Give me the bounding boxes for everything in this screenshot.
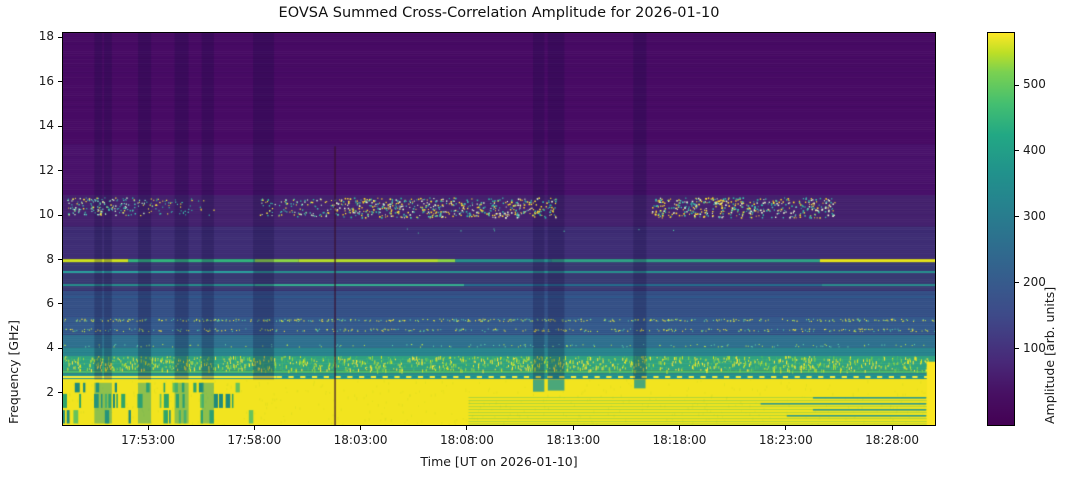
y-tick-label: 10 xyxy=(38,207,54,222)
y-tick-mark xyxy=(58,170,62,172)
plot-title: EOVSA Summed Cross-Correlation Amplitude… xyxy=(278,5,720,21)
y-axis-label: Frequency [GHz] xyxy=(6,320,21,424)
x-tick-label: 18:28:00 xyxy=(865,433,920,447)
x-tick-label: 17:53:00 xyxy=(121,433,175,447)
y-tick-mark xyxy=(58,214,62,216)
y-tick-mark xyxy=(58,259,62,261)
y-tick-label: 6 xyxy=(46,295,54,310)
colorbar-tick-mark xyxy=(1015,216,1019,218)
x-tick-mark xyxy=(679,426,680,430)
y-tick-mark xyxy=(58,303,62,305)
x-tick-mark xyxy=(147,426,149,430)
x-tick-label: 17:58:00 xyxy=(227,433,282,447)
x-tick-mark xyxy=(891,426,893,430)
x-tick-label: 18:13:00 xyxy=(546,433,601,447)
y-tick-label: 8 xyxy=(46,251,54,266)
y-tick-label: 12 xyxy=(38,162,54,177)
y-tick-mark xyxy=(58,36,62,38)
x-tick-mark xyxy=(466,426,468,430)
x-tick-mark xyxy=(572,426,574,430)
spectrogram-canvas xyxy=(62,32,936,426)
colorbar-tick-label: 300 xyxy=(1023,208,1046,223)
y-tick-label: 18 xyxy=(38,29,54,44)
x-tick-label: 18:23:00 xyxy=(758,433,813,447)
x-tick-mark xyxy=(253,426,255,430)
colorbar xyxy=(987,32,1015,426)
y-tick-mark xyxy=(58,392,62,394)
colorbar-tick-mark xyxy=(1015,150,1019,152)
y-tick-label: 16 xyxy=(38,73,54,88)
colorbar-tick-label: 400 xyxy=(1023,142,1046,157)
x-tick-label: 18:03:00 xyxy=(333,433,388,447)
colorbar-tick-mark xyxy=(1015,348,1019,350)
colorbar-tick-label: 200 xyxy=(1023,274,1046,289)
x-axis-label: Time [UT on 2026-01-10] xyxy=(420,454,578,469)
x-tick-mark xyxy=(360,426,362,430)
colorbar-tick-mark xyxy=(1015,84,1019,86)
x-tick-label: 18:08:00 xyxy=(439,433,494,447)
colorbar-tick-label: 500 xyxy=(1023,77,1046,92)
x-tick-label: 18:18:00 xyxy=(652,433,707,447)
x-tick-mark xyxy=(785,426,787,430)
y-tick-label: 14 xyxy=(38,118,54,133)
colorbar-tick-mark xyxy=(1015,282,1019,284)
colorbar-tick-label: 100 xyxy=(1023,340,1046,355)
y-tick-mark xyxy=(58,347,62,349)
y-tick-label: 4 xyxy=(46,340,54,355)
y-tick-mark xyxy=(58,125,62,127)
y-tick-label: 2 xyxy=(46,384,54,399)
y-tick-mark xyxy=(58,81,62,83)
